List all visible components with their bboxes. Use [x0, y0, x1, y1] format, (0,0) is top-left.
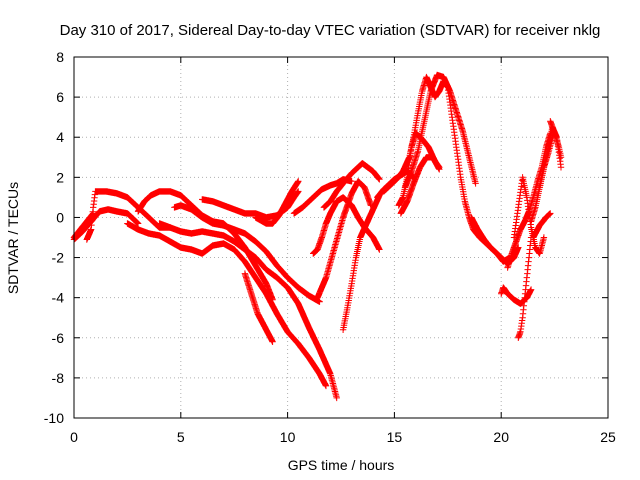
point-markers-track-n: [320, 160, 383, 211]
x-tick-label: 0: [70, 429, 78, 445]
y-tick-label: -8: [52, 370, 65, 386]
series-track-e: [241, 270, 276, 345]
x-tick-label: 5: [177, 429, 185, 445]
series-track-g: [156, 220, 340, 402]
point-markers-track-j: [252, 178, 302, 227]
series-track-ab: [547, 118, 565, 161]
point-markers-track-l: [310, 194, 383, 257]
series-track-v: [498, 284, 535, 307]
y-tick-label: -6: [52, 330, 65, 346]
series-track-j: [252, 178, 302, 227]
point-markers-track-t: [397, 154, 443, 217]
y-tick-label: -2: [52, 250, 65, 266]
point-markers-track-v: [498, 284, 535, 307]
x-axis-label: GPS time / hours: [288, 457, 395, 473]
tick-labels: 0 5 10 15 20 25 -10 -8 -6 -4 -2 0 2 4 6 8: [44, 49, 616, 445]
point-markers-track-x: [515, 234, 535, 341]
series-track-m: [314, 178, 375, 301]
series-track-h: [171, 202, 323, 305]
series-track-x: [515, 234, 535, 341]
point-markers-track-o: [339, 192, 383, 333]
point-markers-track-d: [134, 188, 276, 303]
y-tick-label: -10: [44, 410, 64, 426]
point-markers-track-g: [156, 220, 340, 402]
x-tick-label: 10: [280, 429, 296, 445]
series-track-t: [397, 154, 443, 217]
x-tick-label: 15: [387, 429, 403, 445]
y-tick-label: 4: [56, 129, 64, 145]
point-markers-track-ab: [547, 118, 565, 161]
point-markers-track-m: [314, 178, 375, 301]
plot-frame: [73, 56, 609, 419]
x-tick-label: 25: [600, 429, 616, 445]
series-track-d: [134, 188, 276, 303]
point-markers-track-f: [124, 220, 330, 390]
y-tick-label: 8: [56, 49, 64, 65]
y-tick-label: 2: [56, 169, 64, 185]
series-track-l: [310, 194, 383, 257]
series-track-n: [320, 160, 383, 211]
y-axis-label: SDTVAR / TECUs: [5, 182, 21, 294]
chart-title: Day 310 of 2017, Sidereal Day-to-day VTE…: [60, 22, 601, 39]
series-track-o: [339, 192, 383, 333]
y-tick-label: -4: [52, 290, 65, 306]
series-track-f: [124, 220, 330, 390]
series-track-ac: [530, 210, 554, 241]
point-markers-track-h: [171, 202, 323, 305]
y-tick-label: 0: [56, 209, 64, 225]
point-markers-track-u: [468, 214, 513, 265]
data-points: [70, 71, 565, 402]
series-track-u: [468, 214, 513, 265]
y-tick-label: 6: [56, 89, 64, 105]
x-tick-label: 20: [493, 429, 509, 445]
point-markers-track-ac: [530, 210, 554, 241]
point-markers-track-e: [241, 270, 276, 345]
